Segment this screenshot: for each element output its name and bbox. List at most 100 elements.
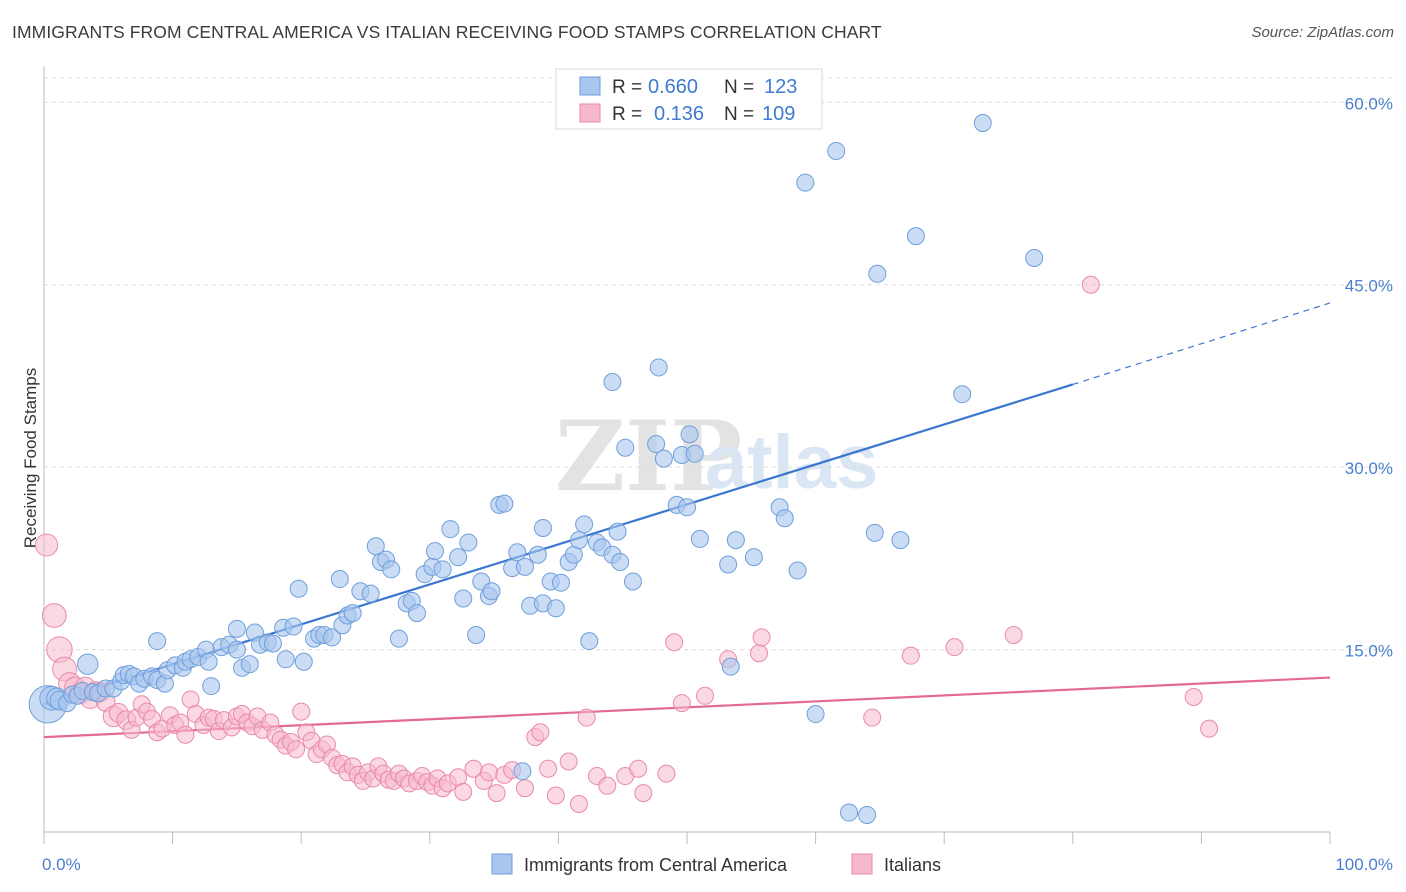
series-immigrants-central-america: [28, 113, 1044, 824]
data-point-immigrants: [482, 582, 501, 601]
data-point-immigrants: [454, 589, 473, 608]
watermark-atlas: atlas: [705, 420, 878, 505]
data-point-italians: [657, 764, 676, 783]
legend-r-label-pink: R =: [612, 104, 642, 125]
data-point-immigrants: [77, 653, 99, 675]
source-credit: Source: ZipAtlas.com: [1251, 24, 1394, 41]
data-point-immigrants: [788, 561, 807, 580]
data-point-immigrants: [569, 531, 588, 550]
legend-swatch-blue: [579, 76, 601, 96]
data-point-italians: [1184, 688, 1203, 707]
data-point-immigrants: [459, 533, 478, 552]
data-point-immigrants: [407, 604, 426, 623]
data-point-italians: [559, 752, 578, 771]
data-point-immigrants: [515, 557, 534, 576]
series-italians: [35, 275, 1219, 814]
data-point-immigrants: [227, 619, 246, 638]
x-tick-labels: 0.0% 100.0%: [42, 855, 1393, 874]
data-point-italians: [696, 686, 715, 705]
data-point-immigrants: [382, 560, 401, 579]
chart-title: IMMIGRANTS FROM CENTRAL AMERICA VS ITALI…: [12, 22, 882, 42]
data-point-italians: [176, 725, 195, 744]
data-point-immigrants: [528, 545, 547, 564]
data-point-immigrants: [467, 625, 486, 644]
data-point-italians: [945, 638, 964, 657]
data-point-immigrants: [623, 572, 642, 591]
data-point-italians: [569, 795, 588, 814]
legend-n-label-pink: N =: [724, 104, 754, 125]
data-point-immigrants: [199, 652, 218, 671]
data-point-immigrants: [721, 657, 740, 676]
data-point-italians: [454, 782, 473, 801]
y-tick-label: 15.0%: [1345, 642, 1393, 661]
data-point-immigrants: [148, 632, 167, 651]
data-point-italians: [863, 708, 882, 727]
data-point-immigrants: [575, 515, 594, 534]
data-point-immigrants: [240, 655, 259, 674]
data-point-italians: [292, 702, 311, 721]
legend-r-label-blue: R =: [612, 77, 642, 98]
data-point-italians: [41, 603, 67, 628]
data-point-immigrants: [433, 560, 452, 579]
data-point-immigrants: [726, 531, 745, 550]
data-point-immigrants: [953, 385, 972, 404]
data-point-immigrants: [796, 173, 815, 192]
data-point-immigrants: [649, 358, 668, 377]
data-point-immigrants: [891, 531, 910, 550]
data-point-immigrants: [343, 604, 362, 623]
data-point-immigrants: [551, 573, 570, 592]
data-point-immigrants: [289, 579, 308, 598]
data-point-italians: [487, 784, 506, 803]
data-point-immigrants: [330, 570, 349, 589]
data-point-immigrants: [865, 523, 884, 542]
legend-n-value-blue: 123: [764, 76, 797, 98]
x-tick-label: 0.0%: [42, 855, 81, 874]
data-point-immigrants: [294, 652, 313, 671]
data-point-immigrants: [647, 435, 666, 454]
grid-lines: [44, 77, 1392, 651]
data-point-immigrants: [685, 444, 704, 463]
data-point-immigrants: [546, 599, 565, 618]
data-point-italians: [1004, 625, 1023, 644]
data-point-immigrants: [690, 529, 709, 548]
data-point-immigrants: [323, 628, 342, 647]
data-point-immigrants: [389, 629, 408, 648]
data-point-immigrants: [654, 449, 673, 468]
data-point-italians: [665, 633, 684, 652]
data-point-immigrants: [744, 548, 763, 567]
y-axis-label: Receiving Food Stamps: [21, 368, 40, 548]
data-point-immigrants: [425, 542, 444, 561]
data-point-italians: [901, 646, 920, 665]
data-point-immigrants: [680, 425, 699, 444]
legend-swatch-pink: [579, 103, 601, 123]
data-point-immigrants: [840, 803, 859, 822]
data-point-immigrants: [827, 141, 846, 160]
data-point-italians: [531, 723, 550, 742]
data-point-immigrants: [202, 677, 221, 696]
data-point-immigrants: [284, 617, 303, 636]
data-point-italians: [1200, 719, 1219, 738]
y-tick-label: 45.0%: [1345, 277, 1393, 296]
data-point-immigrants: [580, 632, 599, 651]
data-point-immigrants: [858, 805, 877, 824]
data-point-immigrants: [508, 543, 527, 562]
bottom-legend-swatch-pink: [851, 853, 873, 875]
data-point-immigrants: [276, 650, 295, 669]
data-point-immigrants: [603, 373, 622, 392]
data-point-italians: [35, 533, 59, 557]
x-tick-label: 100.0%: [1335, 855, 1393, 874]
data-point-immigrants: [263, 634, 282, 653]
data-point-immigrants: [449, 548, 468, 567]
data-point-italians: [629, 759, 648, 778]
y-tick-label: 30.0%: [1345, 459, 1393, 478]
data-point-italians: [539, 759, 558, 778]
data-point-immigrants: [678, 498, 696, 517]
data-point-italians: [750, 644, 769, 663]
data-point-immigrants: [495, 494, 514, 513]
trend-line-immigrants-extension: [1072, 302, 1331, 386]
data-point-immigrants: [608, 522, 627, 541]
bottom-legend-swatch-blue: [491, 853, 513, 875]
legend-n-value-pink: 109: [762, 103, 795, 125]
watermark-zip: ZIP: [555, 400, 742, 513]
